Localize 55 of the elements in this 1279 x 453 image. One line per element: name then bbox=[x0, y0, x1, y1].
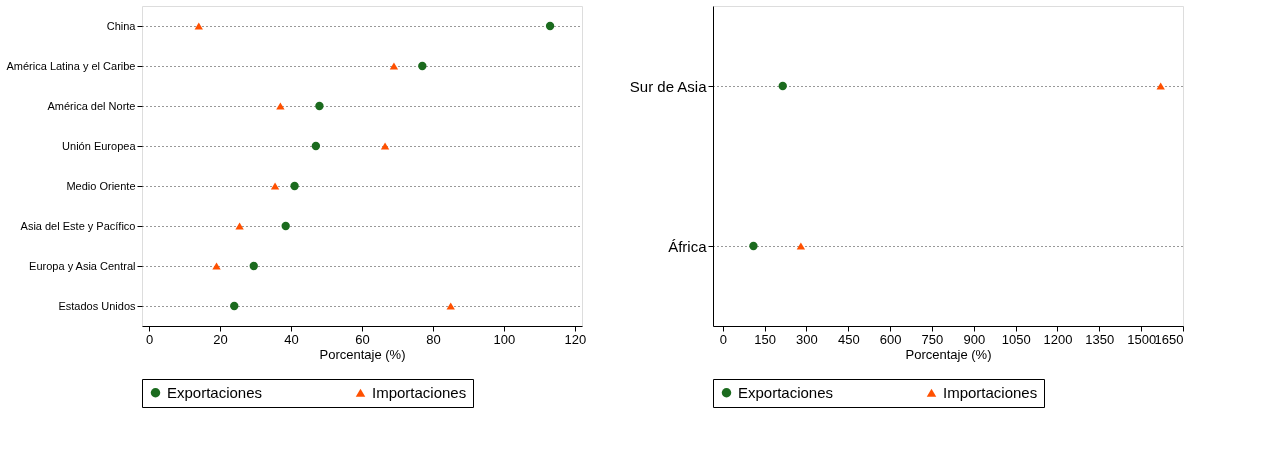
legend-label: Exportaciones bbox=[738, 383, 834, 401]
point bbox=[389, 62, 399, 70]
y-tick-label: China bbox=[106, 19, 137, 32]
x-tick-label: 120 bbox=[564, 331, 587, 347]
x-axis-title: Porcentaje (%) bbox=[905, 346, 992, 362]
y-tick-label: América del Norte bbox=[47, 99, 136, 112]
legend-label: Exportaciones bbox=[167, 383, 263, 401]
y-tick-label: Estados Unidos bbox=[58, 299, 136, 312]
x-tick-label: 600 bbox=[879, 331, 902, 347]
point bbox=[749, 241, 758, 251]
x-tick-label: 1350 bbox=[1085, 331, 1115, 347]
point bbox=[270, 182, 280, 190]
y-tick-label: Sur de Asia bbox=[629, 77, 708, 95]
point bbox=[235, 222, 244, 230]
point bbox=[230, 301, 239, 311]
point bbox=[212, 262, 221, 270]
x-tick-label: 20 bbox=[213, 331, 228, 347]
y-tick-label: Unión Europea bbox=[62, 139, 137, 152]
x-tick-label: 40 bbox=[284, 331, 299, 347]
point bbox=[446, 302, 455, 310]
x-tick-label: 100 bbox=[493, 331, 516, 347]
legend-label: Importaciones bbox=[372, 383, 467, 401]
x-tick-label: 1050 bbox=[1001, 331, 1031, 347]
point bbox=[380, 142, 390, 150]
y-tick-label: Asia del Este y Pacífico bbox=[20, 219, 136, 232]
x-tick-label: 450 bbox=[837, 331, 860, 347]
point bbox=[545, 21, 555, 31]
point bbox=[311, 141, 321, 151]
point bbox=[194, 22, 203, 30]
point bbox=[290, 181, 299, 191]
point bbox=[249, 261, 258, 271]
point bbox=[1156, 82, 1165, 90]
x-tick-label: 1650 bbox=[1154, 331, 1184, 347]
y-tick-label: Europa y Asia Central bbox=[29, 259, 136, 272]
point bbox=[778, 81, 787, 91]
point bbox=[276, 102, 285, 110]
legend-label: Importaciones bbox=[943, 383, 1038, 401]
y-tick-label: África bbox=[668, 237, 708, 255]
x-tick-label: 80 bbox=[426, 331, 441, 347]
x-tick-label: 900 bbox=[963, 331, 986, 347]
point bbox=[315, 101, 324, 111]
x-tick-label: 300 bbox=[796, 331, 818, 347]
point bbox=[418, 61, 427, 71]
x-tick-label: 1500 bbox=[1127, 331, 1157, 347]
y-tick-label: América Latina y el Caribe bbox=[6, 59, 136, 72]
x-tick-label: 60 bbox=[355, 331, 370, 347]
y-tick-label: Medio Oriente bbox=[66, 179, 136, 192]
point bbox=[281, 221, 290, 231]
x-tick-label: 750 bbox=[921, 331, 944, 347]
x-tick-label: 0 bbox=[719, 331, 727, 347]
x-tick-label: 0 bbox=[145, 331, 154, 347]
point bbox=[796, 242, 806, 250]
x-tick-label: 1200 bbox=[1043, 331, 1073, 347]
x-axis-title: Porcentaje (%) bbox=[319, 346, 406, 362]
x-tick-label: 150 bbox=[754, 331, 776, 347]
